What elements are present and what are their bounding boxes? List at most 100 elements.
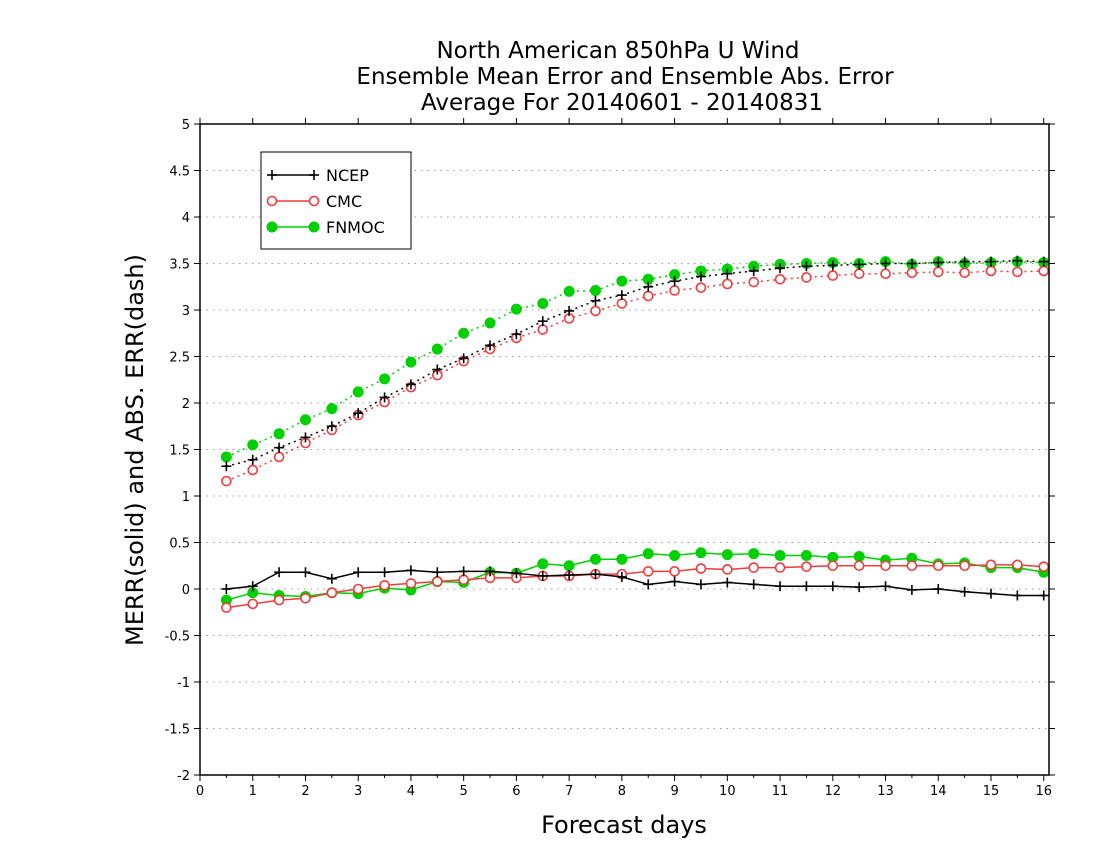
cmc-merr-point — [695, 563, 707, 574]
ncep-merr-point — [537, 570, 548, 581]
fnmoc-abs-err-point — [484, 317, 496, 329]
cmc-abs-err-line — [226, 270, 1044, 482]
ncep-merr-point — [722, 577, 733, 588]
fnmoc-abs-err-point — [247, 439, 259, 451]
cmc-abs-err-point — [247, 464, 259, 476]
cmc-merr-point — [326, 587, 338, 599]
cmc-abs-err-point — [722, 278, 733, 290]
legend-fnmoc-label: FNMOC — [326, 218, 385, 237]
x-tick-label: 12 — [825, 784, 842, 799]
fnmoc-abs-err-point — [431, 343, 443, 355]
cmc-abs-err-point — [827, 270, 839, 281]
cmc-abs-err-point — [801, 272, 812, 283]
ncep-abs-err-point — [801, 261, 812, 272]
x-tick-label: 13 — [877, 784, 894, 799]
x-tick-label: 7 — [565, 784, 573, 799]
cmc-merr-point — [221, 602, 232, 613]
cmc-abs-err-point — [1012, 266, 1023, 278]
ncep-abs-err-point — [827, 260, 838, 271]
cmc-abs-err-point — [642, 290, 654, 302]
x-axis-label: Forecast days — [541, 811, 707, 839]
legend-fnmoc-marker-left — [266, 221, 278, 233]
cmc-abs-err-point — [273, 451, 285, 463]
cmc-merr-point — [748, 562, 759, 573]
x-tick-label: 14 — [930, 784, 947, 799]
fnmoc-abs-err-point — [326, 403, 338, 415]
y-tick-label: -0.5 — [165, 630, 190, 645]
x-tick-label: 15 — [983, 784, 1000, 799]
ncep-merr-point — [1038, 590, 1049, 601]
fnmoc-merr-point — [695, 547, 707, 559]
y-tick-label: 3.5 — [169, 258, 190, 273]
legend: NCEP CMC FNMOC — [260, 151, 412, 250]
fnmoc-abs-err-point — [220, 451, 232, 463]
ncep-merr-point — [485, 566, 496, 577]
x-tick-label: 11 — [772, 784, 789, 799]
fnmoc-merr-point — [774, 550, 786, 562]
fnmoc-merr-point — [616, 553, 628, 565]
ncep-abs-err-point — [458, 353, 469, 364]
x-tick-label: 6 — [512, 784, 520, 799]
ncep-merr-point — [300, 567, 311, 578]
ncep-abs-err-point — [564, 305, 575, 316]
cmc-abs-err-point — [616, 298, 628, 309]
legend-ncep-marker-right — [309, 170, 319, 180]
fnmoc-merr-point — [748, 548, 760, 560]
ncep-abs-err-point — [485, 340, 496, 351]
cmc-merr-point — [642, 566, 654, 577]
cmc-abs-err-point — [774, 274, 786, 285]
y-tick-label: 2.5 — [169, 351, 190, 366]
fnmoc-abs-err-point — [537, 297, 549, 309]
ncep-merr-point — [274, 567, 285, 578]
y-tick-label: 2 — [182, 397, 190, 412]
fnmoc-abs-err-point — [273, 428, 285, 440]
ncep-abs-err-point — [616, 290, 627, 301]
fnmoc-merr-point — [642, 548, 654, 560]
cmc-merr-point — [1012, 559, 1023, 571]
ncep-merr-point — [827, 581, 838, 592]
y-axis-label: MERR(solid) and ABS. ERR(dash) — [121, 254, 149, 646]
ncep-abs-err-point — [353, 408, 364, 419]
ncep-merr-point — [854, 582, 865, 593]
ncep-merr-point — [801, 581, 812, 592]
cmc-abs-err-point — [695, 282, 707, 293]
ncep-abs-err-point — [906, 258, 917, 269]
x-tick-label: 16 — [1035, 784, 1052, 799]
ncep-abs-err-point — [722, 268, 733, 279]
ncep-abs-err-point — [1012, 255, 1023, 266]
ncep-abs-err-point — [274, 442, 285, 453]
y-tick-label: -1 — [177, 676, 190, 691]
cmc-merr-point — [458, 574, 469, 586]
ncep-merr-point — [985, 588, 996, 599]
ncep-merr-point — [880, 581, 891, 592]
fnmoc-merr-line — [226, 551, 1044, 601]
cmc-merr-point — [774, 562, 786, 573]
ncep-abs-err-point — [590, 295, 601, 306]
cmc-merr-point — [985, 559, 997, 571]
ncep-merr-point — [959, 586, 970, 597]
y-tick-label: 1.5 — [169, 444, 190, 459]
cmc-abs-err-point — [748, 276, 759, 288]
ncep-abs-err-point — [300, 432, 311, 443]
fnmoc-merr-point — [800, 550, 812, 562]
cmc-abs-err-point — [537, 324, 549, 335]
x-tick-label: 5 — [460, 784, 468, 799]
ncep-merr-point — [669, 576, 680, 587]
fnmoc-abs-err-point — [405, 356, 417, 368]
ncep-abs-err-point — [748, 265, 759, 276]
x-tick-label: 0 — [196, 784, 204, 799]
ncep-merr-point — [906, 584, 917, 595]
cmc-merr-point — [405, 578, 417, 589]
cmc-merr-point — [880, 560, 891, 572]
cmc-merr-point — [827, 560, 839, 572]
ncep-abs-err-point — [405, 379, 416, 390]
cmc-merr-line — [226, 564, 1044, 609]
series-layer — [220, 255, 1050, 613]
cmc-merr-point — [932, 560, 944, 572]
legend-cmc-label: CMC — [326, 192, 362, 211]
cmc-merr-point — [906, 560, 918, 572]
fnmoc-abs-err-point — [616, 275, 628, 287]
ncep-merr-point — [353, 567, 364, 578]
fnmoc-abs-err-point — [299, 414, 311, 426]
cmc-merr-point — [300, 592, 311, 604]
